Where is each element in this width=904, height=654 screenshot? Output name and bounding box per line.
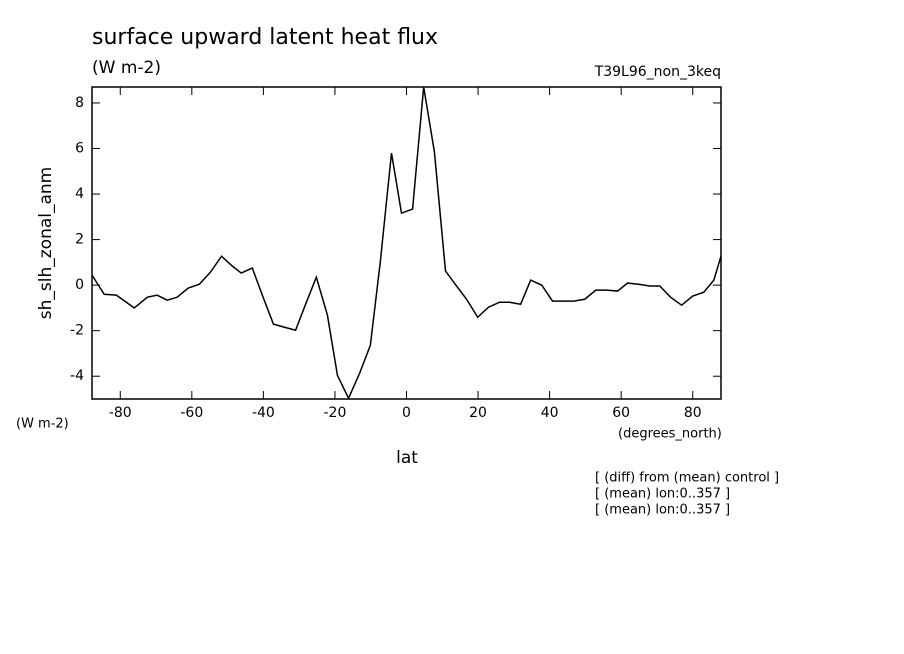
- note: [ (mean) lon:0..357 ]: [595, 487, 730, 502]
- x-tick-label: -60: [180, 405, 203, 421]
- chart-title: surface upward latent heat flux: [92, 25, 438, 50]
- experiment: T39L96_non_3keq: [594, 64, 721, 80]
- x-units: (degrees_north): [618, 427, 722, 442]
- x-tick-label: 0: [402, 405, 411, 421]
- subtitle: (W m-2): [92, 58, 161, 78]
- y-units: (W m-2): [16, 417, 69, 432]
- y-tick-label: 8: [75, 95, 84, 111]
- x-tick-label: -80: [109, 405, 132, 421]
- y-tick-label: -2: [70, 323, 84, 339]
- x-tick-label: 20: [469, 405, 487, 421]
- x-tick-label: -40: [252, 405, 275, 421]
- y-tick-label: 0: [75, 277, 84, 293]
- y-axis-label: sh_slh_zonal_anm: [36, 167, 56, 319]
- y-tick-label: 6: [75, 140, 84, 156]
- x-tick-label: 60: [612, 405, 630, 421]
- x-tick-label: -20: [324, 405, 347, 421]
- x-tick-label: 40: [541, 405, 559, 421]
- plot-frame: [91, 86, 722, 400]
- y-tick-label: -4: [70, 368, 84, 384]
- x-tick-label: 80: [684, 405, 702, 421]
- x-axis-label: lat: [396, 448, 418, 468]
- note: [ (mean) lon:0..357 ]: [595, 503, 730, 518]
- data-line: [91, 86, 722, 401]
- y-tick-label: 4: [75, 186, 84, 202]
- y-tick-label: 2: [75, 232, 84, 248]
- note: [ (diff) from (mean) control ]: [595, 471, 779, 486]
